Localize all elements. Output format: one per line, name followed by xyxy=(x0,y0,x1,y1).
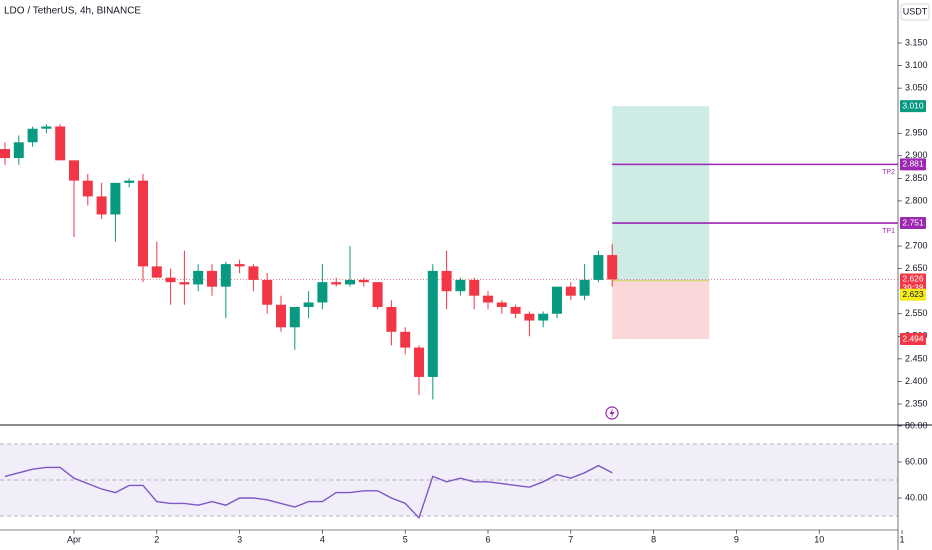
target-zone xyxy=(612,106,710,281)
stop-label-box xyxy=(900,333,926,346)
x-tick-label: 5 xyxy=(403,534,408,544)
candle-body xyxy=(276,304,286,328)
candle-body xyxy=(262,279,273,305)
currency-box[interactable] xyxy=(900,3,930,21)
x-tick-label: 6 xyxy=(485,534,490,544)
candle-body xyxy=(607,255,618,280)
y-tick-label: 2.900 xyxy=(905,150,928,160)
y-tick-label: 2.850 xyxy=(905,173,928,183)
candle-body xyxy=(0,149,10,159)
candle-body xyxy=(41,126,52,129)
candle-body xyxy=(27,128,38,143)
candle-body xyxy=(82,180,93,197)
event-bolt xyxy=(609,408,615,418)
take-profit-label: 2.751 xyxy=(902,217,924,227)
candle-body xyxy=(193,270,204,285)
candle-body xyxy=(552,286,562,314)
candle-body xyxy=(289,306,300,328)
candle-body xyxy=(331,282,342,285)
y-tick-label: 2.950 xyxy=(905,128,928,138)
target-label: 3.010 xyxy=(902,100,924,110)
x-tick-label: 1 xyxy=(899,534,904,544)
candle-body xyxy=(345,279,355,285)
chart-title: LDO / TetherUS, 4h, BINANCE xyxy=(4,6,141,17)
candle-body xyxy=(179,282,190,285)
candle-body xyxy=(234,264,245,267)
y-tick-label: 2.650 xyxy=(905,263,928,273)
candle-body xyxy=(248,266,259,280)
countdown: 39:38 xyxy=(902,283,924,293)
y-tick-label: 2.550 xyxy=(905,308,928,318)
candle-body xyxy=(496,302,507,307)
candle-body xyxy=(538,313,549,321)
candle-body xyxy=(69,160,79,181)
candle-body xyxy=(483,295,493,303)
take-profit-label-box xyxy=(900,217,926,230)
candle-body xyxy=(358,279,369,283)
candle-body xyxy=(565,286,576,296)
candle-body xyxy=(220,264,231,287)
take-profit-tag: TP2 xyxy=(882,169,895,176)
candle-body xyxy=(96,196,107,215)
candle-body xyxy=(414,347,424,377)
x-tick-label: 4 xyxy=(320,534,325,544)
x-tick-label: 7 xyxy=(568,534,573,544)
lightning-icon[interactable] xyxy=(605,406,619,420)
y-tick-label: 3.050 xyxy=(905,83,928,93)
candle-body xyxy=(207,270,217,287)
candle-body xyxy=(151,266,162,278)
candle-body xyxy=(138,180,148,267)
x-tick-label: 8 xyxy=(651,534,656,544)
candle-body xyxy=(427,270,438,377)
candle-body xyxy=(110,182,121,215)
x-tick-label: 3 xyxy=(237,534,242,544)
candle-body xyxy=(510,306,521,314)
rsi-tick-label: 80.00 xyxy=(905,420,928,430)
y-tick-label: 2.800 xyxy=(905,195,928,205)
take-profit-label: 2.881 xyxy=(902,159,924,169)
entry-label: 2.623 xyxy=(902,289,924,299)
candle-body xyxy=(165,277,176,283)
candle-body xyxy=(55,126,66,161)
candle-body xyxy=(593,255,604,280)
x-tick-label: Apr xyxy=(67,534,81,544)
currency: USDT xyxy=(903,6,928,16)
stop-label: 2.494 xyxy=(902,333,924,343)
candle-body xyxy=(455,279,466,292)
rsi-tick-label: 40.00 xyxy=(905,492,928,502)
rsi-line xyxy=(4,464,613,520)
candle-body xyxy=(317,282,328,303)
candle-body xyxy=(579,279,590,296)
take-profit-tag: TP1 xyxy=(882,228,895,235)
x-tick-label: 10 xyxy=(814,534,824,544)
y-tick-label: 3.100 xyxy=(905,60,928,70)
y-tick-label: 2.400 xyxy=(905,376,928,386)
y-tick-label: 3.150 xyxy=(905,37,928,47)
entry-label-box xyxy=(900,288,926,301)
candle-body xyxy=(469,279,480,296)
x-tick-label: 2 xyxy=(154,534,159,544)
candle-body xyxy=(441,270,452,292)
candle-body xyxy=(124,180,135,183)
take-profit-label-box xyxy=(900,158,926,171)
y-tick-label: 2.700 xyxy=(905,240,928,250)
stop-zone xyxy=(612,280,710,340)
y-tick-label: 2.350 xyxy=(905,398,928,408)
candle-body xyxy=(386,306,397,332)
candle-body xyxy=(303,302,314,307)
candle-body xyxy=(13,142,24,159)
candle-body xyxy=(524,313,535,321)
candle-body xyxy=(372,282,383,307)
y-tick-label: 2.450 xyxy=(905,353,928,363)
candle-body xyxy=(400,331,411,348)
rsi-tick-label: 60.00 xyxy=(905,456,928,466)
last-price-label: 2.626 xyxy=(902,274,924,284)
target-label-box xyxy=(900,100,926,113)
x-tick-label: 9 xyxy=(734,534,739,544)
